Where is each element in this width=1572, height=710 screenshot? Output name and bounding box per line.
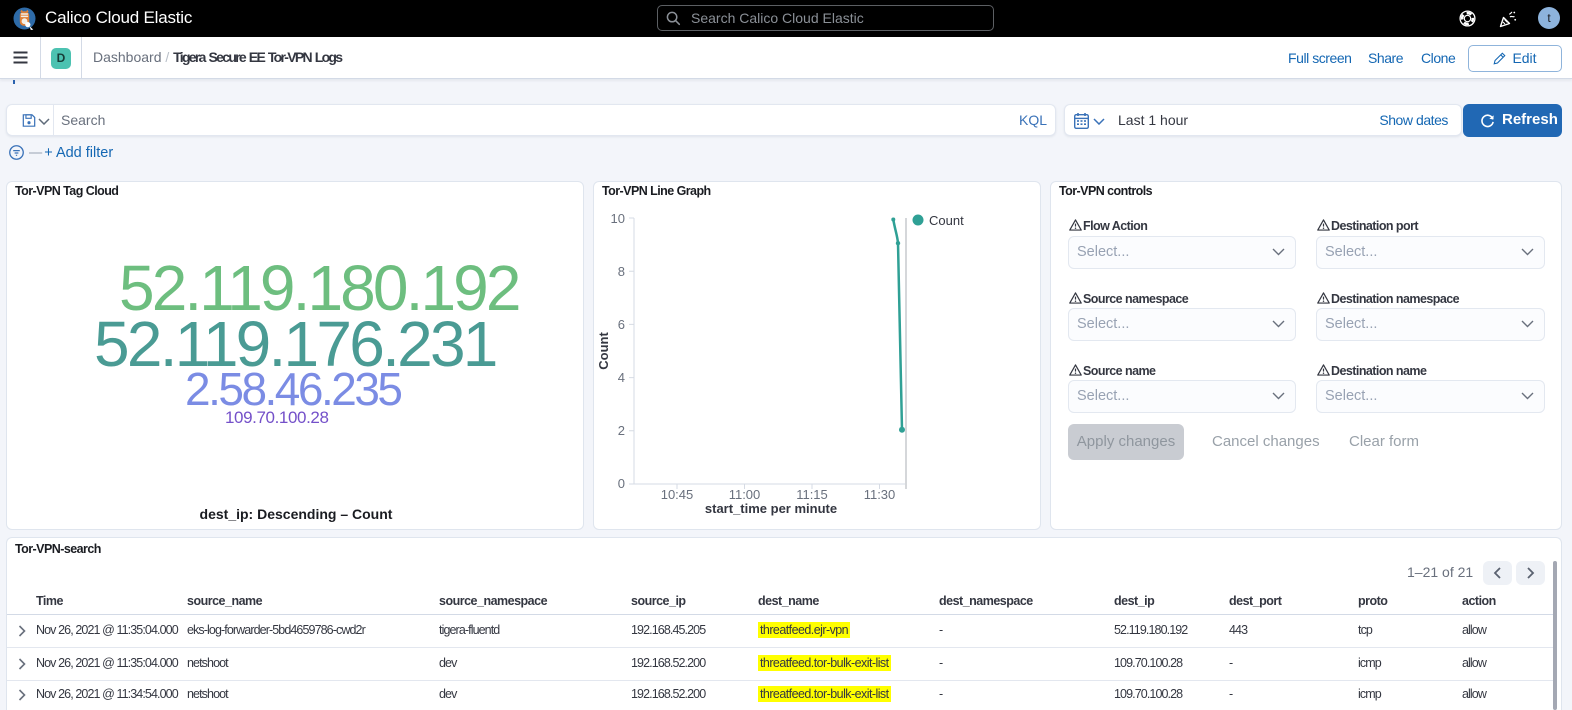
svg-text:11:30: 11:30 [864,487,896,502]
svg-text:11:00: 11:00 [729,487,761,502]
svg-text:10: 10 [611,211,625,226]
svg-text:11:15: 11:15 [796,487,828,502]
svg-text:6: 6 [618,317,625,332]
svg-text:start_time per minute: start_time per minute [705,501,837,516]
svg-text:Count: Count [929,213,964,228]
svg-text:0: 0 [618,476,625,491]
svg-text:10:45: 10:45 [661,487,694,502]
svg-text:4: 4 [618,370,625,385]
svg-text:2: 2 [618,423,625,438]
svg-text:Count: Count [596,332,611,370]
svg-text:8: 8 [618,264,625,279]
